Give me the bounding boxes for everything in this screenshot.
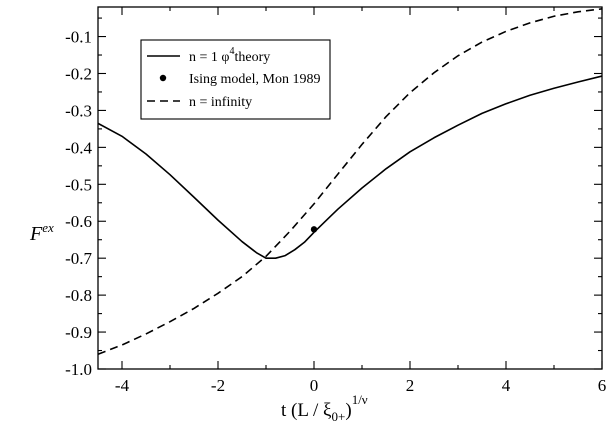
x-tick-label: 6 (598, 376, 607, 395)
y-tick-label: -0.5 (65, 175, 92, 194)
legend-label-superscript: 4 (229, 46, 234, 57)
legend-label-rest: theory (234, 50, 270, 65)
x-tick-label: 2 (406, 376, 415, 395)
y-tick-label: -0.8 (65, 286, 92, 305)
x-tick-label: -4 (115, 376, 130, 395)
axis-ticks: -4 -2 0 2 4 6 -1.0 -0.9 -0.8 -0.7 -0.6 -0.5 -0.4 -0.3… (65, 7, 606, 395)
y-tick-label: -0.1 (65, 28, 92, 47)
series-layer (97, 8, 603, 355)
x-tick-label: 0 (310, 376, 319, 395)
x-axis-label-subscript: 0+ (332, 409, 346, 424)
plot-frame (97, 6, 603, 370)
x-axis-label-superscript: 1/ν (352, 392, 368, 407)
y-axis-label: Fex (29, 220, 54, 245)
legend-label: n = infinity (189, 95, 252, 110)
ising-data-point (310, 226, 318, 233)
x-axis-label-close: ) (345, 400, 351, 421)
y-tick-label: -0.9 (65, 323, 92, 342)
x-axis-label-main: t (L / ξ (281, 400, 332, 421)
x-tick-label: 4 (502, 376, 511, 395)
y-tick-label: -0.7 (65, 249, 92, 268)
x-axis-label: t (L / ξ0+)1/ν (281, 392, 368, 424)
y-tick-label: -0.2 (65, 64, 92, 83)
y-axis-label-main: F (29, 223, 43, 245)
y-axis-label-superscript: ex (42, 220, 54, 235)
x-tick-label: -2 (211, 376, 225, 395)
legend-label: n = 1 φ4theory (189, 46, 270, 65)
legend-label: Ising model, Mon 1989 (189, 72, 320, 87)
legend-marker-ising (159, 74, 167, 82)
legend-box (140, 39, 331, 120)
y-tick-label: -0.3 (65, 101, 92, 120)
series-n-infinity-line (97, 8, 603, 355)
y-tick-label: -1.0 (65, 360, 92, 379)
legend: n = 1 φ4theory Ising model, Mon 1989 n = i… (140, 39, 331, 120)
y-tick-label: -0.4 (65, 138, 92, 157)
legend-label-main: n = 1 φ (189, 50, 229, 65)
y-tick-label: -0.6 (65, 212, 92, 231)
